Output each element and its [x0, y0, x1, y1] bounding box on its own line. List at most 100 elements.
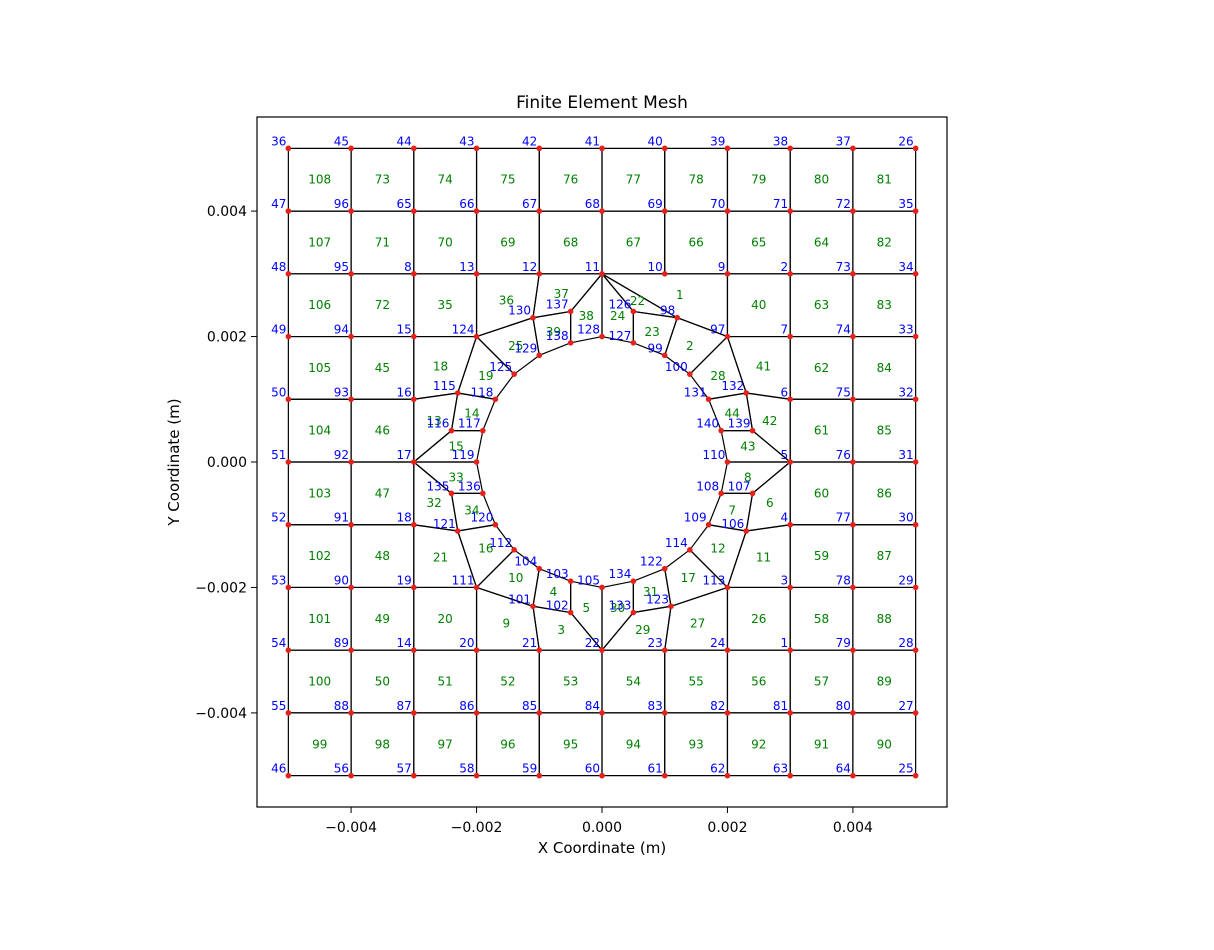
element-label: 51	[438, 675, 453, 689]
element-label: 93	[688, 737, 703, 751]
node-label: 50	[271, 385, 286, 399]
node-label: 22	[585, 636, 600, 650]
node-132	[743, 390, 750, 396]
node-label: 57	[397, 762, 412, 776]
node-label: 54	[271, 636, 286, 650]
node-label: 30	[898, 511, 913, 525]
node-61	[661, 772, 668, 779]
node-120	[492, 521, 499, 528]
node-label: 129	[514, 341, 537, 355]
element-label: 1	[676, 288, 684, 302]
element-label: 79	[751, 173, 766, 187]
node-131	[705, 396, 712, 403]
node-8	[411, 271, 417, 277]
node-label: 15	[397, 323, 412, 337]
node-89	[348, 647, 354, 653]
node-label: 40	[647, 134, 662, 148]
element-label: 83	[877, 298, 892, 312]
node-126	[630, 308, 637, 315]
node-label: 14	[397, 636, 412, 650]
node-label: 55	[271, 699, 286, 713]
node-label: 67	[522, 197, 537, 211]
node-128	[599, 333, 605, 340]
element-label: 73	[375, 173, 390, 187]
node-label: 70	[710, 197, 725, 211]
node-140	[718, 427, 724, 434]
node-label: 80	[836, 699, 851, 713]
node-label: 94	[334, 323, 349, 337]
element-label: 88	[877, 612, 892, 626]
chart-title: Finite Element Mesh	[516, 93, 688, 113]
element-label: 78	[688, 173, 703, 187]
node-label: 43	[459, 134, 474, 148]
node-label: 138	[546, 329, 569, 343]
element-label: 85	[877, 424, 892, 438]
node-label: 72	[836, 197, 851, 211]
node-105	[599, 584, 605, 591]
element-label: 72	[375, 298, 390, 312]
node-label: 68	[585, 197, 600, 211]
node-label: 77	[836, 511, 851, 525]
node-77	[850, 521, 856, 528]
element-label: 74	[438, 173, 453, 187]
node-72	[850, 208, 856, 214]
node-136	[480, 490, 486, 497]
node-25	[912, 772, 919, 779]
node-39	[724, 145, 731, 152]
element-label: 46	[375, 424, 390, 438]
node-31	[912, 459, 919, 465]
node-label: 130	[508, 304, 531, 318]
node-label: 78	[836, 573, 851, 587]
node-label: 19	[397, 573, 412, 587]
node-60	[599, 772, 605, 779]
node-label: 97	[710, 323, 725, 337]
node-24	[724, 647, 731, 653]
element-label: 50	[375, 675, 390, 689]
node-label: 73	[836, 260, 851, 274]
element-label: 31	[643, 585, 658, 599]
element-label: 69	[500, 235, 515, 249]
node-47	[285, 208, 292, 214]
node-label: 113	[703, 573, 726, 587]
node-37	[850, 145, 856, 152]
element-label: 26	[751, 612, 766, 626]
element-label: 68	[563, 235, 578, 249]
node-38	[787, 145, 793, 152]
node-74	[850, 333, 856, 340]
node-76	[850, 459, 856, 465]
node-label: 44	[397, 134, 412, 148]
node-label: 16	[397, 385, 412, 399]
node-30	[912, 521, 919, 528]
element-label: 48	[375, 549, 390, 563]
node-44	[411, 145, 417, 152]
element-label: 8	[744, 471, 752, 485]
node-label: 110	[703, 448, 726, 462]
node-117	[480, 427, 486, 434]
node-4	[787, 521, 793, 528]
node-115	[454, 390, 461, 396]
node-45	[348, 145, 354, 152]
element-label: 10	[508, 571, 523, 585]
node-label: 96	[334, 197, 349, 211]
node-label: 88	[334, 699, 349, 713]
node-73	[850, 271, 856, 277]
element-label: 95	[563, 737, 578, 751]
node-label: 108	[696, 479, 719, 493]
element-label: 89	[877, 675, 892, 689]
element-label: 76	[563, 173, 578, 187]
element-label: 87	[877, 549, 892, 563]
x-tick-label: 0.002	[707, 820, 747, 836]
element-label: 57	[814, 675, 829, 689]
element-labels: 1234567891011121314151617181920212223242…	[308, 173, 892, 752]
element-label: 32	[427, 496, 442, 510]
element-label: 15	[449, 439, 464, 453]
node-label: 36	[271, 134, 286, 148]
node-52	[285, 521, 292, 528]
node-55	[285, 710, 292, 716]
y-tick-label: −0.002	[195, 580, 247, 596]
element-label: 70	[438, 235, 453, 249]
node-29	[912, 584, 919, 591]
node-label: 124	[452, 323, 475, 337]
node-42	[536, 145, 543, 152]
node-46	[285, 772, 292, 779]
